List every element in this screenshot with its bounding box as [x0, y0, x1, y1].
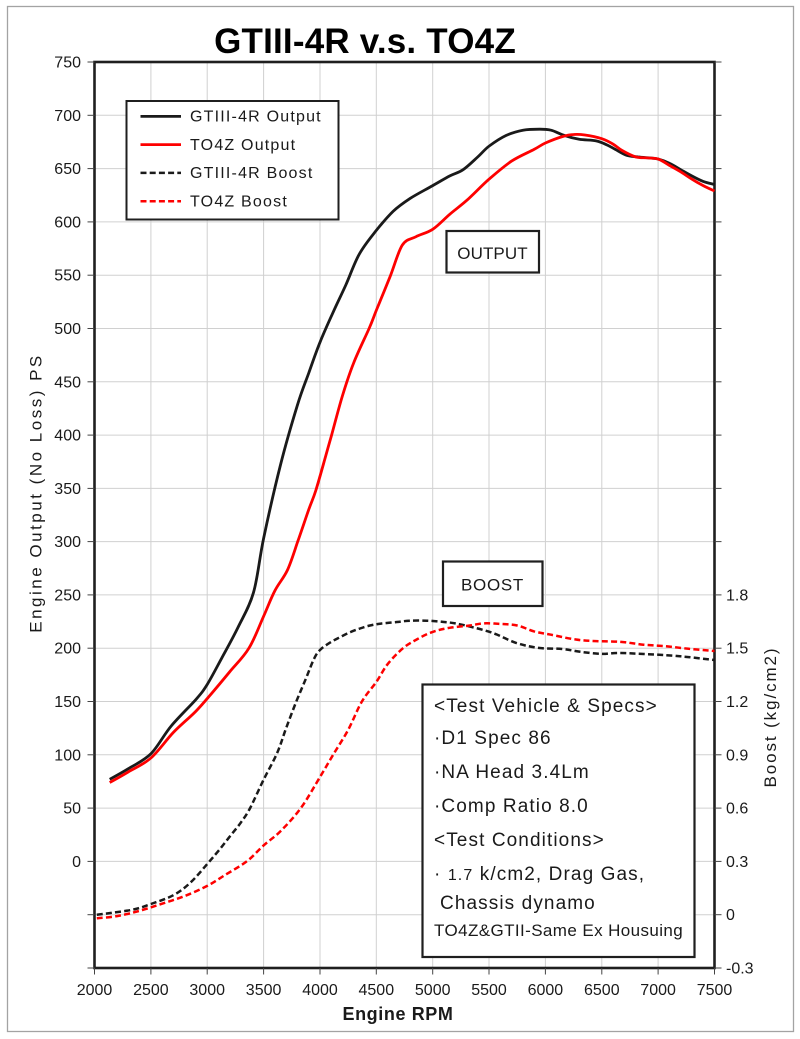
- svg-text:2500: 2500: [133, 982, 169, 999]
- svg-text:50: 50: [63, 801, 81, 818]
- svg-text:OUTPUT: OUTPUT: [457, 244, 527, 263]
- svg-text:0.9: 0.9: [726, 747, 748, 764]
- svg-text:700: 700: [54, 108, 81, 125]
- svg-text:1.5: 1.5: [726, 641, 748, 658]
- svg-text:100: 100: [54, 747, 81, 764]
- svg-text:500: 500: [54, 321, 81, 338]
- svg-text:200: 200: [54, 641, 81, 658]
- svg-text:4000: 4000: [302, 982, 338, 999]
- svg-text:150: 150: [54, 694, 81, 711]
- svg-text:4500: 4500: [359, 982, 395, 999]
- svg-text:Engine Output (No Loss) PS: Engine Output (No Loss) PS: [27, 353, 46, 633]
- svg-text:TO4Z Boost: TO4Z Boost: [190, 193, 288, 210]
- svg-text:550: 550: [54, 268, 81, 285]
- svg-text:·Comp Ratio 8.0: ·Comp Ratio 8.0: [434, 796, 589, 817]
- svg-text:GTIII-4R v.s. TO4Z: GTIII-4R v.s. TO4Z: [214, 22, 516, 61]
- svg-text:5500: 5500: [471, 982, 507, 999]
- svg-text:750: 750: [54, 55, 81, 72]
- svg-text:<Test Vehicle & Specs>: <Test Vehicle & Specs>: [434, 696, 658, 717]
- svg-text:5000: 5000: [415, 982, 451, 999]
- svg-text:3500: 3500: [246, 982, 282, 999]
- svg-text:600: 600: [54, 214, 81, 231]
- svg-text:0: 0: [72, 854, 81, 871]
- svg-text:1.2: 1.2: [726, 694, 748, 711]
- svg-text:Chassis dynamo: Chassis dynamo: [440, 893, 596, 914]
- svg-text:300: 300: [54, 534, 81, 551]
- svg-text:250: 250: [54, 587, 81, 604]
- svg-text:0: 0: [726, 907, 735, 924]
- svg-text:·NA Head 3.4Lm: ·NA Head 3.4Lm: [434, 762, 590, 783]
- svg-text:350: 350: [54, 481, 81, 498]
- svg-text:6500: 6500: [584, 982, 620, 999]
- svg-text:6000: 6000: [528, 982, 564, 999]
- svg-text:7500: 7500: [697, 982, 733, 999]
- svg-text:-0.3: -0.3: [726, 961, 754, 978]
- svg-text:0.3: 0.3: [726, 854, 748, 871]
- svg-text:GTIII-4R Output: GTIII-4R Output: [190, 109, 322, 126]
- svg-text:<Test Conditions>: <Test Conditions>: [434, 830, 605, 851]
- svg-text:·D1 Spec 86: ·D1 Spec 86: [434, 728, 552, 749]
- svg-text:GTIII-4R Boost: GTIII-4R Boost: [190, 165, 314, 182]
- svg-text:1.8: 1.8: [726, 587, 748, 604]
- svg-text:2000: 2000: [77, 982, 113, 999]
- svg-text:TO4Z Output: TO4Z Output: [190, 137, 296, 154]
- svg-text:· 1.7 k/cm2, Drag Gas,: · 1.7 k/cm2, Drag Gas,: [434, 864, 645, 885]
- svg-text:Engine RPM: Engine RPM: [342, 1004, 453, 1024]
- svg-text:7000: 7000: [640, 982, 676, 999]
- svg-text:TO4Z&GTII-Same Ex Housuing: TO4Z&GTII-Same Ex Housuing: [434, 921, 683, 940]
- svg-text:3000: 3000: [189, 982, 225, 999]
- svg-text:0.6: 0.6: [726, 801, 748, 818]
- svg-text:400: 400: [54, 428, 81, 445]
- svg-text:450: 450: [54, 374, 81, 391]
- svg-text:Boost (kg/cm2): Boost (kg/cm2): [761, 647, 780, 788]
- svg-text:BOOST: BOOST: [461, 576, 524, 595]
- svg-text:650: 650: [54, 161, 81, 178]
